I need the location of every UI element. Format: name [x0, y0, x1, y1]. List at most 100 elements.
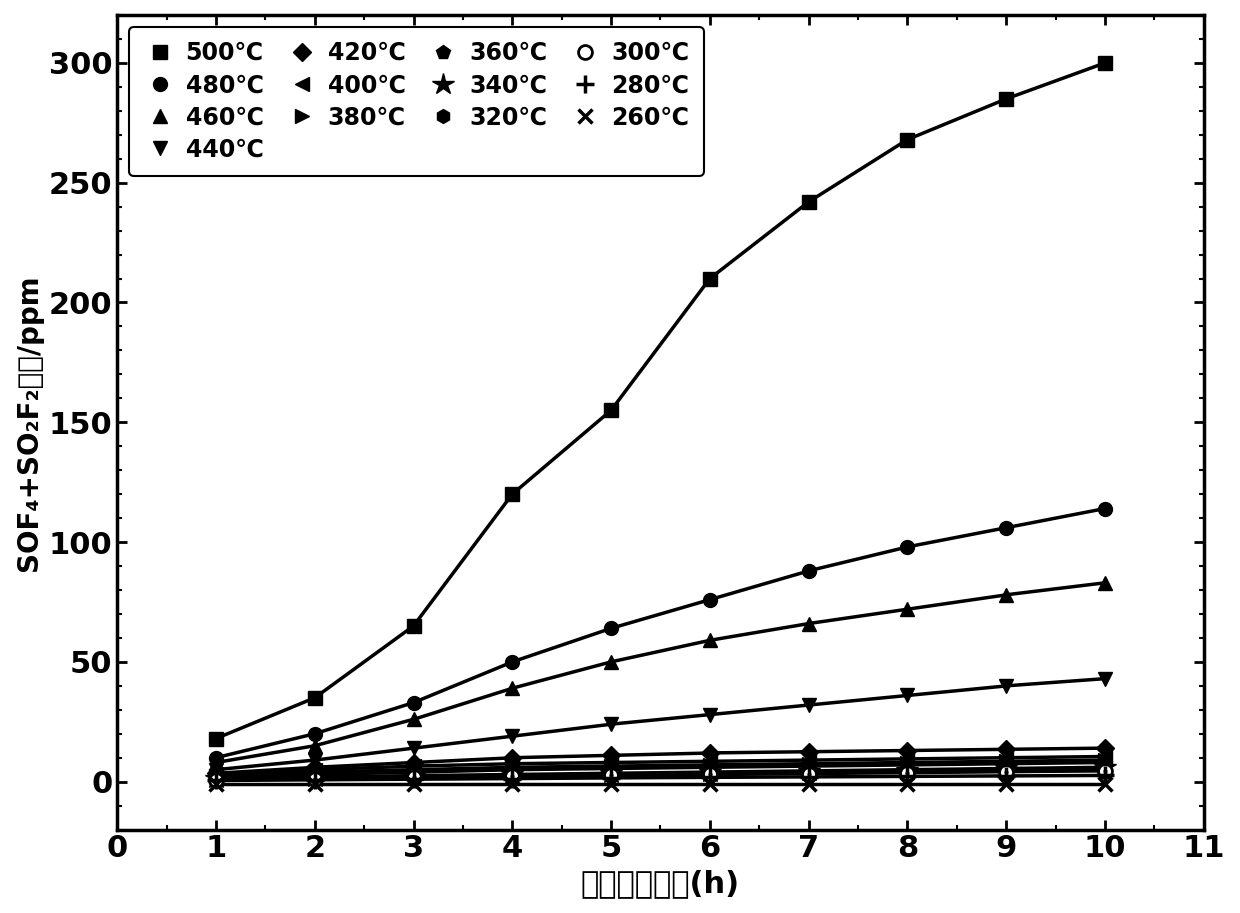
300℃: [998, 766, 1013, 777]
500℃: [998, 93, 1013, 104]
500℃: [801, 196, 816, 207]
460℃: [505, 683, 520, 694]
Line: 360℃: 360℃: [210, 756, 1112, 784]
480℃: [208, 752, 223, 763]
320℃: [1097, 763, 1112, 774]
300℃: [604, 770, 619, 781]
Line: 320℃: 320℃: [210, 761, 1112, 786]
320℃: [604, 769, 619, 780]
260℃: [208, 779, 223, 790]
300℃: [801, 768, 816, 779]
Line: 480℃: 480℃: [210, 501, 1112, 765]
360℃: [604, 763, 619, 774]
Y-axis label: SOF₄+SO₂F₂浓度/ppm: SOF₄+SO₂F₂浓度/ppm: [15, 274, 43, 571]
420℃: [900, 745, 915, 756]
380℃: [801, 758, 816, 769]
440℃: [998, 680, 1013, 691]
440℃: [801, 699, 816, 710]
500℃: [1097, 58, 1112, 68]
280℃: [702, 771, 717, 782]
500℃: [900, 134, 915, 145]
300℃: [405, 771, 420, 782]
460℃: [308, 740, 322, 751]
Line: 460℃: 460℃: [210, 576, 1112, 770]
480℃: [998, 522, 1013, 533]
500℃: [405, 621, 420, 632]
280℃: [1097, 770, 1112, 781]
340℃: [900, 764, 915, 775]
260℃: [405, 779, 420, 790]
280℃: [900, 771, 915, 782]
260℃: [505, 779, 520, 790]
Line: 400℃: 400℃: [210, 750, 1112, 782]
480℃: [1097, 503, 1112, 514]
Legend: 500℃, 480℃, 460℃, 440℃, 420℃, 400℃, 380℃, 360℃, 340℃, 320℃, 300℃, 280℃, 260℃: 500℃, 480℃, 460℃, 440℃, 420℃, 400℃, 380℃…: [129, 26, 703, 176]
480℃: [308, 729, 322, 740]
Line: 380℃: 380℃: [210, 753, 1112, 782]
380℃: [308, 767, 322, 778]
380℃: [1097, 755, 1112, 766]
360℃: [998, 758, 1013, 769]
380℃: [604, 761, 619, 771]
420℃: [998, 744, 1013, 755]
380℃: [702, 760, 717, 771]
260℃: [998, 779, 1013, 790]
440℃: [505, 730, 520, 741]
460℃: [208, 757, 223, 768]
400℃: [405, 761, 420, 771]
340℃: [1097, 761, 1112, 772]
260℃: [308, 779, 322, 790]
340℃: [208, 772, 223, 783]
400℃: [208, 769, 223, 780]
300℃: [208, 774, 223, 785]
320℃: [208, 774, 223, 785]
400℃: [1097, 751, 1112, 762]
500℃: [208, 733, 223, 744]
320℃: [801, 767, 816, 778]
340℃: [604, 768, 619, 779]
340℃: [308, 771, 322, 782]
420℃: [208, 768, 223, 779]
420℃: [801, 746, 816, 757]
400℃: [308, 764, 322, 775]
Line: 340℃: 340℃: [205, 756, 1116, 789]
380℃: [505, 761, 520, 772]
Line: 440℃: 440℃: [210, 672, 1112, 777]
360℃: [900, 760, 915, 771]
440℃: [308, 755, 322, 766]
460℃: [1097, 577, 1112, 588]
400℃: [604, 757, 619, 768]
420℃: [702, 748, 717, 759]
360℃: [208, 771, 223, 782]
400℃: [505, 758, 520, 769]
300℃: [1097, 765, 1112, 776]
260℃: [900, 779, 915, 790]
480℃: [505, 656, 520, 667]
360℃: [702, 761, 717, 772]
300℃: [702, 769, 717, 780]
320℃: [998, 764, 1013, 775]
440℃: [604, 719, 619, 729]
260℃: [1097, 779, 1112, 790]
500℃: [604, 404, 619, 415]
400℃: [801, 755, 816, 766]
260℃: [604, 779, 619, 790]
480℃: [405, 698, 420, 708]
460℃: [801, 618, 816, 629]
400℃: [900, 753, 915, 764]
500℃: [505, 488, 520, 499]
300℃: [505, 771, 520, 782]
460℃: [604, 656, 619, 667]
420℃: [1097, 742, 1112, 753]
440℃: [900, 690, 915, 701]
380℃: [405, 764, 420, 775]
Line: 280℃: 280℃: [207, 766, 1114, 790]
360℃: [308, 769, 322, 780]
280℃: [308, 774, 322, 785]
280℃: [604, 772, 619, 783]
440℃: [702, 709, 717, 720]
280℃: [801, 771, 816, 782]
340℃: [998, 763, 1013, 774]
480℃: [900, 541, 915, 552]
320℃: [702, 768, 717, 779]
